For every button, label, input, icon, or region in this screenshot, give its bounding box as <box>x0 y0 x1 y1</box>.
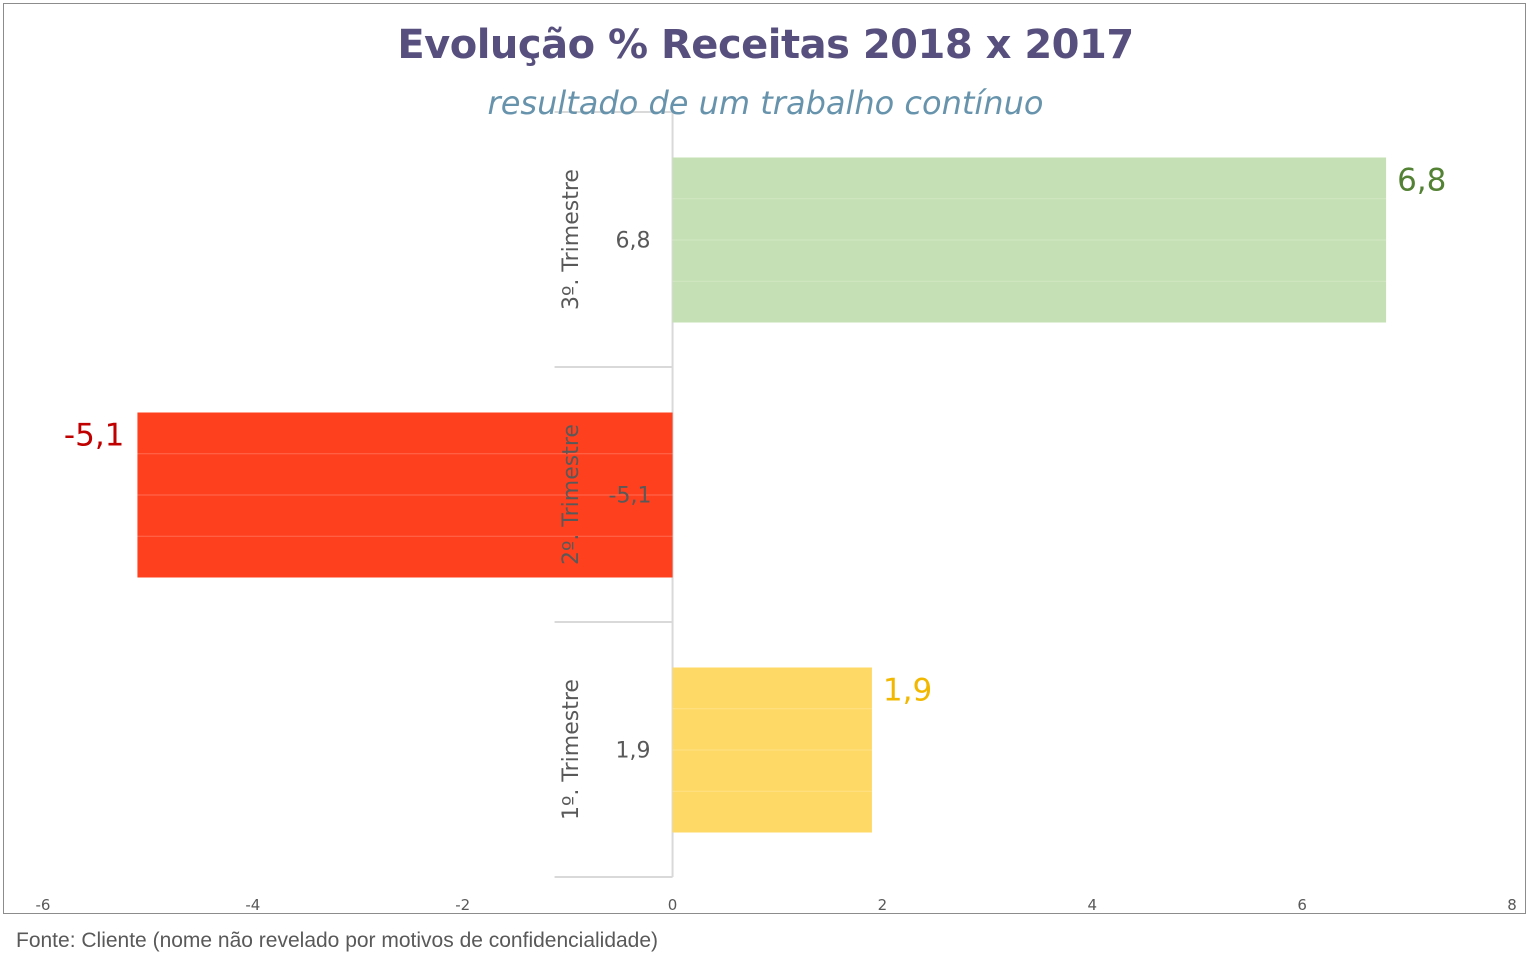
x-tick-label: 2 <box>878 896 888 914</box>
category-label: 1º. Trimestre <box>559 679 584 820</box>
x-tick-label: 8 <box>1507 896 1517 914</box>
x-tick-label: -6 <box>36 896 51 914</box>
bar <box>672 157 1387 323</box>
category-label: 2º. Trimestre <box>559 424 584 565</box>
x-tick-label: -4 <box>245 896 260 914</box>
axis-value-label: 6,8 <box>616 229 651 254</box>
x-tick-label: 4 <box>1088 896 1098 914</box>
data-label: 1,9 <box>883 673 932 709</box>
x-tick-label: 6 <box>1297 896 1307 914</box>
chart-subtitle: resultado de um trabalho contínuo <box>487 84 1044 122</box>
x-tick-label: 0 <box>668 896 678 914</box>
axis-value-label: 1,9 <box>616 739 651 764</box>
category-label: 3º. Trimestre <box>559 169 584 310</box>
chart-title: Evolução % Receitas 2018 x 2017 <box>397 22 1134 68</box>
data-label: -5,1 <box>64 418 125 454</box>
x-tick-label: -2 <box>455 896 470 914</box>
data-label: 6,8 <box>1397 163 1446 199</box>
source-note: Fonte: Cliente (nome não revelado por mo… <box>16 929 659 952</box>
bar <box>672 667 872 833</box>
axis-value-label: -5,1 <box>609 484 652 509</box>
bar <box>137 412 673 578</box>
